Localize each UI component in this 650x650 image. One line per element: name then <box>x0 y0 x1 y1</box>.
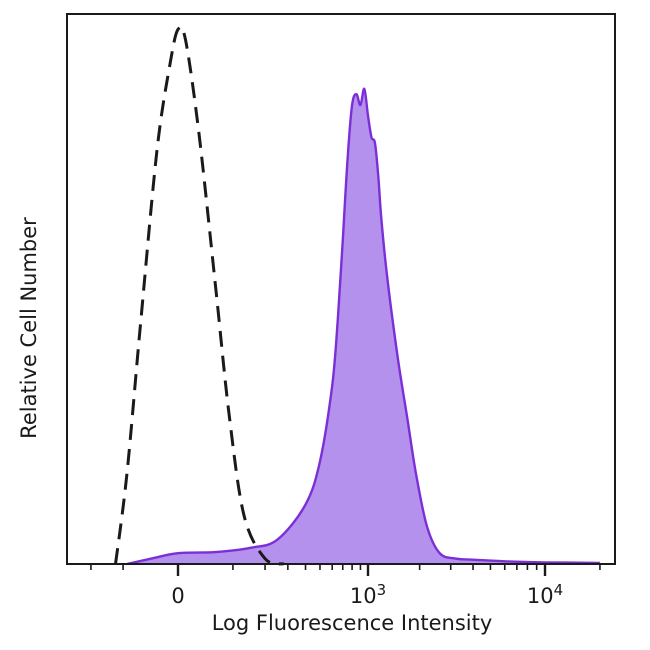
sample-histogram-line <box>126 87 600 566</box>
x-tick-label: 0 <box>171 584 184 608</box>
plot-frame <box>66 13 616 565</box>
x-axis-label: Log Fluorescence Intensity <box>212 611 493 635</box>
x-tick-label: 103 <box>350 581 386 608</box>
x-tick-label: 104 <box>527 581 563 608</box>
control-histogram-line <box>114 25 285 566</box>
y-axis-label: Relative Cell Number <box>17 217 41 439</box>
sample-histogram-fill <box>127 88 600 565</box>
